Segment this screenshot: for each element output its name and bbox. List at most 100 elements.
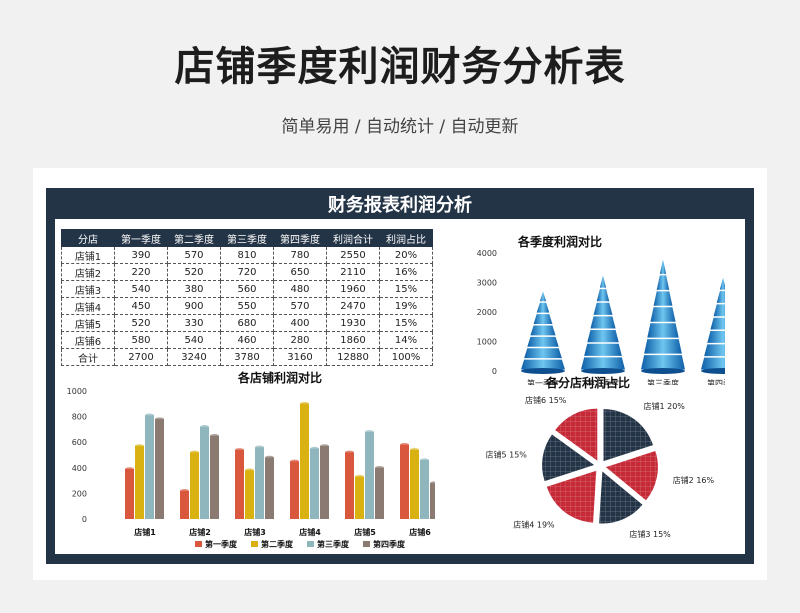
pyramid-layer bbox=[587, 330, 619, 343]
x-tick-label: 第一季度 bbox=[527, 378, 559, 385]
bar-cap bbox=[135, 444, 144, 448]
bar bbox=[155, 419, 164, 519]
table-cell: 3240 bbox=[167, 348, 221, 366]
table-cell: 580 bbox=[114, 331, 168, 349]
legend-swatch bbox=[195, 541, 202, 547]
table-cell: 店铺2 bbox=[61, 263, 115, 281]
table-cell: 12880 bbox=[326, 348, 380, 366]
bar-cap bbox=[145, 413, 154, 418]
legend-label: 第四季度 bbox=[373, 539, 406, 549]
pyramid-layer bbox=[650, 307, 676, 322]
y-tick-label: 0 bbox=[492, 367, 497, 376]
bar-cap bbox=[245, 468, 254, 473]
quarter-profit-chart: 0 1000 2000 3000 4000 第一季度 第二季度 第三季度 第四季度 bbox=[477, 249, 725, 385]
table-cell: 合计 bbox=[61, 348, 115, 366]
pyramid-bar bbox=[581, 275, 625, 374]
table-header-cell: 分店 bbox=[61, 229, 115, 247]
bar-cap bbox=[190, 450, 199, 455]
bar bbox=[345, 452, 354, 519]
table-row: 店铺3 540 380 560 480 1960 15% bbox=[61, 280, 433, 298]
bar-cap bbox=[155, 417, 164, 421]
x-tick-label: 第四季度 bbox=[707, 378, 725, 385]
pyramid-bar bbox=[641, 259, 685, 374]
table-cell: 650 bbox=[273, 263, 327, 281]
y-tick-label: 1000 bbox=[67, 387, 87, 396]
bar bbox=[265, 457, 274, 519]
bar-cap bbox=[200, 425, 209, 429]
table-cell: 2110 bbox=[326, 263, 380, 281]
bar-cap bbox=[430, 481, 435, 485]
bar-cap bbox=[255, 445, 264, 450]
legend-swatch bbox=[307, 541, 314, 547]
table-cell: 560 bbox=[220, 280, 274, 298]
y-tick-label: 0 bbox=[82, 515, 87, 524]
table-cell: 3780 bbox=[220, 348, 274, 366]
table-cell: 550 bbox=[220, 297, 274, 315]
bar-cap bbox=[180, 489, 189, 493]
table-cell: 2470 bbox=[326, 297, 380, 315]
bar-cap bbox=[365, 430, 374, 434]
table-header-cell: 第三季度 bbox=[220, 229, 274, 247]
bar-cap bbox=[290, 459, 299, 464]
bar bbox=[235, 449, 244, 519]
bar bbox=[245, 470, 254, 519]
panel-content: 分店 第一季度 第二季度 第三季度 第四季度 利润合计 利润占比 店铺1 390 570 810 7… bbox=[55, 219, 745, 554]
bar bbox=[200, 426, 209, 519]
table-cell: 220 bbox=[114, 263, 168, 281]
pie-slice bbox=[603, 409, 653, 462]
pyramid-layer bbox=[524, 348, 562, 359]
table-header-cell: 第二季度 bbox=[167, 229, 221, 247]
table-cell: 店铺3 bbox=[61, 280, 115, 298]
pyramid-layer bbox=[704, 344, 725, 357]
y-tick-label: 200 bbox=[72, 489, 87, 498]
pyramid-layer bbox=[536, 302, 550, 313]
bar bbox=[135, 446, 144, 519]
bar-cap bbox=[210, 434, 219, 438]
table-cell: 380 bbox=[167, 280, 221, 298]
x-tick-label: 第三季度 bbox=[647, 378, 679, 385]
legend-label: 第二季度 bbox=[261, 539, 294, 549]
bar bbox=[420, 460, 429, 519]
pie-slice-texture bbox=[542, 434, 595, 482]
table-cell: 14% bbox=[379, 331, 433, 349]
bar-cap bbox=[345, 450, 354, 455]
table-cell: 2700 bbox=[114, 348, 168, 366]
pie-label: 店铺4 19% bbox=[513, 519, 555, 529]
table-cell: 400 bbox=[273, 314, 327, 332]
page-title: 店铺季度利润财务分析表 bbox=[174, 44, 626, 90]
bar-cap bbox=[125, 467, 134, 471]
pyramid-layer bbox=[599, 275, 607, 288]
pie-slice-texture bbox=[599, 471, 643, 524]
pyramid-base bbox=[641, 368, 685, 374]
y-tick-label: 3000 bbox=[477, 279, 497, 288]
pyramid-layer bbox=[653, 291, 673, 306]
table-cell: 店铺4 bbox=[61, 297, 115, 315]
pie-slice-texture bbox=[546, 470, 597, 523]
table-row: 店铺4 450 900 550 570 2470 19% bbox=[61, 297, 433, 315]
table-cell: 2550 bbox=[326, 246, 380, 264]
y-tick-label: 600 bbox=[72, 438, 87, 447]
pyramid-layer bbox=[581, 357, 625, 370]
store-chart-title: 各店铺利润对比 bbox=[238, 371, 323, 385]
y-tick-label: 1000 bbox=[477, 338, 497, 347]
table-header-cell: 第四季度 bbox=[273, 229, 327, 247]
legend-swatch bbox=[363, 541, 370, 547]
table-cell: 15% bbox=[379, 280, 433, 298]
table-row: 店铺6 580 540 460 280 1860 14% bbox=[61, 331, 433, 349]
store-share-chart: 店铺1 20% 店铺2 16% 店铺3 15% 店铺4 19% 店铺5 15% 店铺6 1… bbox=[485, 395, 714, 539]
bar-cap bbox=[355, 474, 364, 479]
table-cell: 店铺1 bbox=[61, 246, 115, 264]
legend-label: 第三季度 bbox=[317, 539, 350, 549]
table-header-row: 分店 第一季度 第二季度 第三季度 第四季度 利润合计 利润占比 bbox=[61, 229, 433, 247]
bar-cap bbox=[420, 458, 429, 462]
table-cell: 520 bbox=[114, 314, 168, 332]
table-cell: 店铺5 bbox=[61, 314, 115, 332]
x-tick-label: 店铺4 bbox=[299, 527, 321, 537]
table-cell: 480 bbox=[273, 280, 327, 298]
table-cell: 15% bbox=[379, 314, 433, 332]
pyramid-layer bbox=[533, 314, 553, 324]
table-cell: 720 bbox=[220, 263, 274, 281]
pyramid-layer bbox=[707, 331, 725, 343]
table-header-cell: 第一季度 bbox=[114, 229, 168, 247]
pie-slice bbox=[555, 408, 598, 461]
